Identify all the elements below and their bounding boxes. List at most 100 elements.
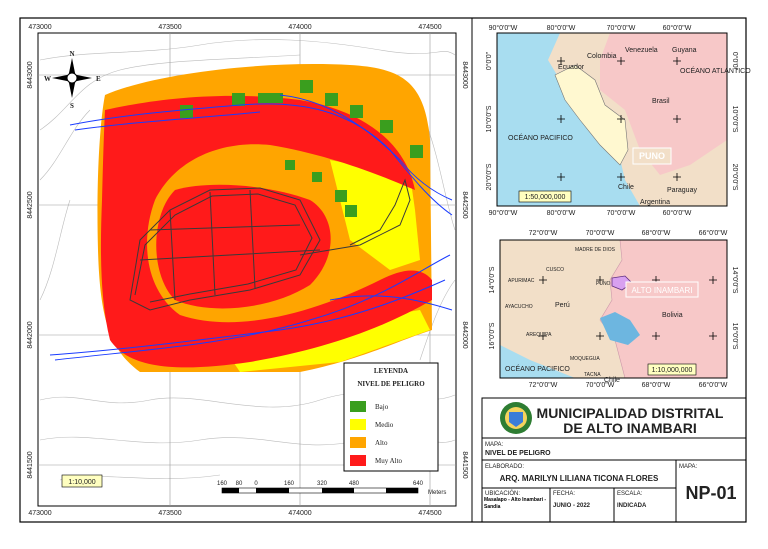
- scale-label: 640: [413, 481, 424, 487]
- place: ALTO INAMBARI: [631, 286, 692, 295]
- place: MOQUEGUA: [570, 356, 600, 362]
- x-tick: 473000: [28, 510, 51, 517]
- lat-tick: 14°0'0"S: [488, 266, 496, 293]
- scale-box: [61, 474, 103, 488]
- scale-label: 160: [217, 481, 228, 487]
- lat-tick: 14°0'0"S: [731, 267, 739, 294]
- x-tick: 473000: [28, 24, 51, 31]
- contours: [39, 39, 456, 481]
- x-ticks: 473000 473500 474000 474500 473000 47350…: [28, 24, 441, 517]
- sheet-border: [19, 17, 747, 523]
- inset-labels: 72°0'0"W 70°0'0"W 68°0'0"W 66°0'0"W 72°0…: [488, 229, 739, 389]
- y-tick: 8441500: [27, 451, 34, 478]
- legend-swatch: [350, 419, 366, 430]
- scale: INDICADA: [617, 503, 647, 509]
- place: Guyana: [672, 47, 697, 54]
- scale-text: 1:10,000: [68, 479, 95, 486]
- scale-text: 1:10,000,000: [652, 367, 693, 374]
- inset-frame: [499, 239, 728, 379]
- sea: [500, 345, 575, 378]
- map-name: NIVEL DE PELIGRO: [485, 450, 551, 457]
- brazil: [600, 33, 727, 175]
- x-tick: 473500: [158, 24, 181, 31]
- place: Argentina: [640, 199, 670, 206]
- place: MADRE DE DIOS: [575, 247, 616, 253]
- lon-tick: 68°0'0"W: [642, 381, 671, 389]
- lon-tick: 60°0'0"W: [663, 24, 692, 32]
- lon-tick: 66°0'0"W: [699, 229, 728, 237]
- date: JUNIO - 2022: [553, 503, 591, 509]
- lat-tick: 0°0'0": [485, 51, 493, 70]
- graticule: [557, 57, 681, 181]
- field-label: FECHA:: [553, 491, 575, 497]
- y-tick: 8442500: [27, 191, 34, 218]
- graticule: [539, 276, 717, 340]
- legend-label: Alto: [375, 439, 388, 447]
- scale-label: 160: [284, 481, 295, 487]
- legend-box: [343, 362, 439, 472]
- logo: [500, 402, 532, 434]
- inset-country: 90°0'0"W 80°0'0"W 70°0'0"W 60°0'0"W 90°0…: [485, 24, 751, 217]
- place: Venezuela: [625, 47, 658, 54]
- inset-region: 72°0'0"W 70°0'0"W 68°0'0"W 66°0'0"W 72°0…: [488, 229, 739, 389]
- south-label: S: [70, 102, 74, 110]
- field-label: ESCALA:: [617, 491, 643, 497]
- zone-medio: [330, 160, 420, 270]
- east-label: E: [96, 75, 101, 83]
- lat-tick: 10°0'0"S: [731, 106, 739, 133]
- y-tick: 8442500: [461, 191, 468, 218]
- lon-tick: 80°0'0"W: [547, 209, 576, 217]
- x-tick: 474500: [418, 24, 441, 31]
- lon-tick: 70°0'0"W: [607, 209, 636, 217]
- legend: LEYENDA NIVEL DE PELIGRO Bajo Medio Alto Mu…: [343, 362, 439, 472]
- legend-label: Muy Alto: [375, 457, 403, 465]
- place: PUNO: [596, 281, 611, 287]
- location: Masalapo - Alto Inambari - Sandia: [484, 497, 547, 510]
- place: OCÉANO PACIFICO: [508, 133, 573, 142]
- lat-tick: 16°0'0"S: [488, 322, 496, 349]
- west-label: W: [44, 75, 51, 83]
- place: Chile: [618, 184, 634, 191]
- place: TACNA: [584, 372, 601, 378]
- zone-bajo: [180, 80, 423, 217]
- scale-text: 1:50,000,000: [525, 194, 566, 201]
- zone-muy-alto: [156, 184, 331, 309]
- main-map: N S E W 473000 473500 474000 474500 4730…: [27, 24, 468, 517]
- roads: [129, 178, 411, 311]
- lon-tick: 80°0'0"W: [547, 24, 576, 32]
- lon-tick: 68°0'0"W: [642, 229, 671, 237]
- field-label: UBICACIÓN:: [485, 490, 520, 497]
- lat-tick: 0°0'0": [731, 52, 739, 71]
- lon-tick: 70°0'0"W: [607, 24, 636, 32]
- north-label: N: [69, 50, 74, 58]
- north-arrow: N S E W: [44, 50, 101, 110]
- lat-tick: 16°0'0"S: [731, 323, 739, 350]
- inset-labels: 90°0'0"W 80°0'0"W 70°0'0"W 60°0'0"W 90°0…: [485, 24, 751, 217]
- scale-box: [647, 363, 697, 376]
- legend-label: Bajo: [375, 403, 389, 411]
- field-label: MAPA:: [679, 464, 698, 470]
- map-code: NP-01: [685, 483, 736, 503]
- legend-swatch: [350, 455, 366, 466]
- label-box: [625, 281, 699, 298]
- lake: [600, 312, 640, 345]
- lon-tick: 72°0'0"W: [529, 381, 558, 389]
- peru: [554, 64, 629, 166]
- rivers: [49, 94, 453, 361]
- place: Ecuador: [558, 64, 585, 71]
- lat-tick: 20°0'0"S: [485, 163, 493, 190]
- x-tick: 474000: [288, 510, 311, 517]
- place: AYACUCHO: [505, 304, 533, 310]
- y-tick: 8443000: [461, 61, 468, 88]
- label-box: [632, 147, 672, 165]
- y-tick: 8442000: [27, 321, 34, 348]
- place: AREQUIPA: [526, 332, 552, 338]
- y-tick: 8441500: [461, 451, 468, 478]
- location-box: Masalapo - Alto Inambari - Sandia: [484, 497, 547, 510]
- place: CUSCO: [546, 267, 564, 273]
- x-tick: 473500: [158, 510, 181, 517]
- scale-label: 0: [254, 481, 258, 487]
- x-tick: 474500: [418, 510, 441, 517]
- place: Colombia: [587, 53, 617, 60]
- field-label: MAPA:: [485, 442, 504, 448]
